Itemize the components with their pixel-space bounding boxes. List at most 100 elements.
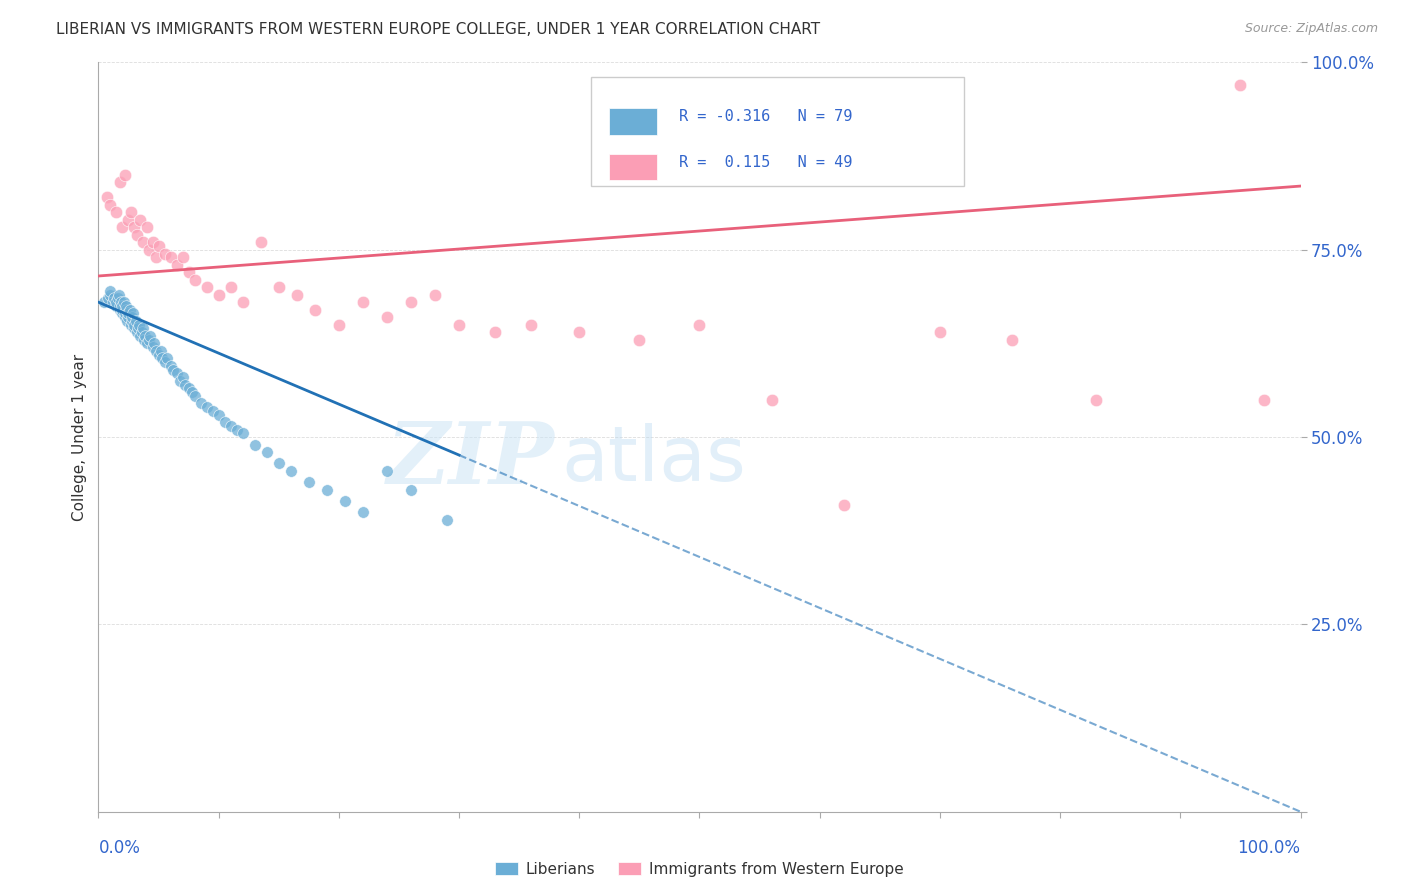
Point	[628, 333, 651, 347]
Point	[100, 284, 122, 298]
Point	[183, 389, 205, 403]
Point	[352, 295, 374, 310]
Point	[328, 318, 350, 332]
Point	[520, 318, 543, 332]
Point	[1001, 333, 1024, 347]
Point	[208, 408, 231, 422]
Point	[280, 464, 302, 478]
Point	[139, 329, 162, 343]
Point	[148, 239, 170, 253]
Point	[761, 392, 783, 407]
Point	[145, 250, 167, 264]
Point	[117, 306, 139, 320]
Point	[124, 321, 146, 335]
Point	[153, 355, 176, 369]
Point	[688, 318, 710, 332]
Point	[129, 329, 152, 343]
Point	[256, 445, 278, 459]
Point	[111, 306, 134, 320]
Point	[110, 295, 132, 310]
Point	[195, 400, 218, 414]
Point	[183, 273, 205, 287]
Point	[249, 235, 271, 250]
Point	[117, 314, 139, 328]
Point	[232, 426, 254, 441]
Point	[166, 367, 188, 381]
Point	[214, 415, 236, 429]
Point	[107, 292, 129, 306]
Point	[111, 299, 134, 313]
Point	[423, 287, 446, 301]
Point	[115, 302, 138, 317]
FancyBboxPatch shape	[592, 78, 965, 186]
Point	[142, 336, 165, 351]
Point	[219, 418, 242, 433]
Point	[138, 333, 160, 347]
Point	[225, 423, 247, 437]
Point	[135, 220, 157, 235]
Point	[141, 235, 163, 250]
Text: ZIP: ZIP	[388, 417, 555, 501]
Point	[166, 258, 188, 272]
Point	[127, 321, 149, 335]
Point	[125, 325, 148, 339]
Text: LIBERIAN VS IMMIGRANTS FROM WESTERN EUROPE COLLEGE, UNDER 1 YEAR CORRELATION CHA: LIBERIAN VS IMMIGRANTS FROM WESTERN EURO…	[56, 22, 820, 37]
Point	[103, 292, 125, 306]
Point	[132, 333, 155, 347]
Point	[121, 310, 143, 325]
Point	[114, 306, 136, 320]
Point	[118, 302, 141, 317]
Point	[156, 351, 179, 366]
Point	[150, 351, 173, 366]
Point	[447, 318, 470, 332]
Point	[195, 280, 218, 294]
Point	[134, 329, 156, 343]
Point	[120, 205, 142, 219]
Point	[93, 295, 115, 310]
Point	[267, 456, 290, 470]
Point	[141, 340, 163, 354]
Point	[375, 310, 398, 325]
Point	[117, 310, 139, 325]
Point	[399, 483, 422, 497]
Text: R =  0.115   N = 49: R = 0.115 N = 49	[679, 154, 852, 169]
Point	[128, 318, 150, 332]
Point	[333, 493, 356, 508]
Point	[97, 292, 120, 306]
FancyBboxPatch shape	[609, 108, 658, 135]
Point	[120, 318, 142, 332]
Point	[201, 404, 224, 418]
Point	[101, 295, 124, 310]
Point	[117, 212, 139, 227]
Point	[114, 310, 136, 325]
Point	[108, 299, 131, 313]
Point	[436, 512, 458, 526]
Point	[285, 287, 308, 301]
Point	[115, 299, 138, 313]
Point	[100, 287, 122, 301]
Point	[1253, 392, 1275, 407]
Point	[135, 336, 157, 351]
Point	[105, 295, 128, 310]
Point	[304, 302, 326, 317]
Point	[145, 343, 167, 358]
Point	[172, 250, 194, 264]
Point	[159, 359, 181, 373]
Point	[232, 295, 254, 310]
Point	[124, 220, 146, 235]
Point	[112, 295, 135, 310]
Point	[138, 243, 160, 257]
Point	[129, 212, 152, 227]
Point	[108, 302, 131, 317]
Point	[96, 190, 118, 204]
Text: Source: ZipAtlas.com: Source: ZipAtlas.com	[1244, 22, 1378, 36]
Point	[132, 321, 155, 335]
Point	[159, 250, 181, 264]
Point	[124, 318, 146, 332]
Point	[243, 437, 266, 451]
Point	[108, 287, 131, 301]
Point	[105, 205, 128, 219]
Point	[125, 227, 148, 242]
Point	[1229, 78, 1251, 92]
Point	[181, 385, 204, 400]
